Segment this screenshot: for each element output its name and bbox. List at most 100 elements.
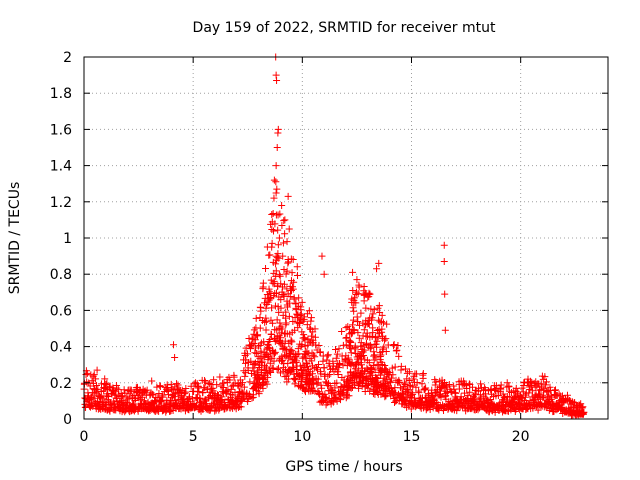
data-point bbox=[350, 294, 358, 302]
data-point bbox=[289, 256, 297, 264]
data-point bbox=[380, 343, 388, 351]
data-point bbox=[83, 369, 91, 377]
data-point bbox=[377, 351, 385, 359]
data-point bbox=[284, 354, 292, 362]
data-point bbox=[227, 385, 235, 393]
data-point bbox=[269, 279, 277, 287]
data-point bbox=[335, 364, 343, 372]
data-point bbox=[486, 396, 494, 404]
data-point bbox=[281, 337, 289, 345]
y-tick-label: 0.4 bbox=[50, 340, 72, 356]
data-point bbox=[350, 326, 358, 334]
data-point bbox=[248, 394, 256, 402]
data-point bbox=[284, 192, 292, 200]
data-point bbox=[285, 312, 293, 320]
data-point bbox=[373, 265, 381, 273]
data-point bbox=[294, 324, 302, 332]
data-point bbox=[282, 270, 290, 278]
data-point bbox=[366, 344, 374, 352]
data-point bbox=[344, 385, 352, 393]
y-tick-label: 0 bbox=[63, 412, 72, 428]
data-point bbox=[272, 178, 280, 186]
data-point bbox=[541, 373, 549, 381]
data-point bbox=[396, 378, 404, 386]
data-point bbox=[374, 333, 382, 341]
data-point bbox=[441, 326, 449, 334]
data-point bbox=[316, 348, 324, 356]
data-point bbox=[380, 336, 388, 344]
data-point bbox=[282, 314, 290, 322]
data-point bbox=[317, 381, 325, 389]
data-point bbox=[400, 379, 408, 387]
data-point bbox=[274, 211, 282, 219]
data-point bbox=[437, 393, 445, 401]
data-point bbox=[201, 377, 209, 385]
data-point bbox=[494, 391, 502, 399]
data-point bbox=[273, 254, 281, 262]
data-point bbox=[317, 370, 325, 378]
data-point bbox=[281, 373, 289, 381]
data-point bbox=[314, 366, 322, 374]
data-point bbox=[170, 341, 178, 349]
data-point bbox=[406, 396, 414, 404]
data-point bbox=[238, 396, 246, 404]
data-point bbox=[293, 263, 301, 271]
data-point bbox=[344, 354, 352, 362]
data-point bbox=[416, 403, 424, 411]
data-point bbox=[468, 383, 476, 391]
data-point bbox=[477, 380, 485, 388]
data-point bbox=[345, 337, 353, 345]
y-tick-label: 1.4 bbox=[50, 159, 72, 175]
data-point bbox=[552, 386, 560, 394]
data-point bbox=[378, 311, 386, 319]
data-point bbox=[94, 385, 102, 393]
data-point bbox=[531, 383, 539, 391]
data-point bbox=[309, 387, 317, 395]
data-point bbox=[275, 308, 283, 316]
data-point bbox=[148, 377, 156, 385]
data-point bbox=[279, 239, 287, 247]
data-point bbox=[181, 390, 189, 398]
y-tick-labels: 0 0.2 0.4 0.6 0.8 1 1.2 1.4 1.6 1.8 2 bbox=[50, 50, 72, 428]
data-point bbox=[537, 380, 545, 388]
data-point bbox=[275, 234, 283, 242]
data-point bbox=[274, 129, 282, 137]
data-point bbox=[267, 316, 275, 324]
data-point bbox=[269, 209, 277, 217]
data-point bbox=[266, 336, 274, 344]
data-point bbox=[431, 400, 439, 408]
data-point bbox=[320, 270, 328, 278]
data-point bbox=[375, 302, 383, 310]
data-point bbox=[387, 384, 395, 392]
data-point bbox=[452, 389, 460, 397]
data-point bbox=[194, 383, 202, 391]
data-point bbox=[274, 241, 282, 249]
data-point bbox=[276, 210, 284, 218]
data-point bbox=[283, 267, 291, 275]
data-point bbox=[350, 327, 358, 335]
data-point bbox=[369, 324, 377, 332]
data-point bbox=[280, 292, 288, 300]
data-point bbox=[355, 283, 363, 291]
data-point bbox=[316, 349, 324, 357]
data-point bbox=[395, 352, 403, 360]
data-point bbox=[331, 384, 339, 392]
data-point bbox=[351, 381, 359, 389]
y-tick-label: 2 bbox=[63, 50, 72, 66]
data-point bbox=[102, 380, 110, 388]
data-point bbox=[262, 314, 270, 322]
data-point bbox=[90, 371, 98, 379]
data-point bbox=[412, 383, 420, 391]
data-point bbox=[264, 373, 272, 381]
data-point bbox=[275, 254, 283, 262]
data-point bbox=[293, 357, 301, 365]
data-point bbox=[392, 397, 400, 405]
data-point bbox=[282, 319, 290, 327]
data-point bbox=[111, 387, 119, 395]
data-point bbox=[274, 364, 282, 372]
data-point bbox=[273, 77, 281, 85]
data-point bbox=[271, 337, 279, 345]
data-point bbox=[268, 225, 276, 233]
data-point bbox=[250, 360, 258, 368]
data-point bbox=[358, 361, 366, 369]
